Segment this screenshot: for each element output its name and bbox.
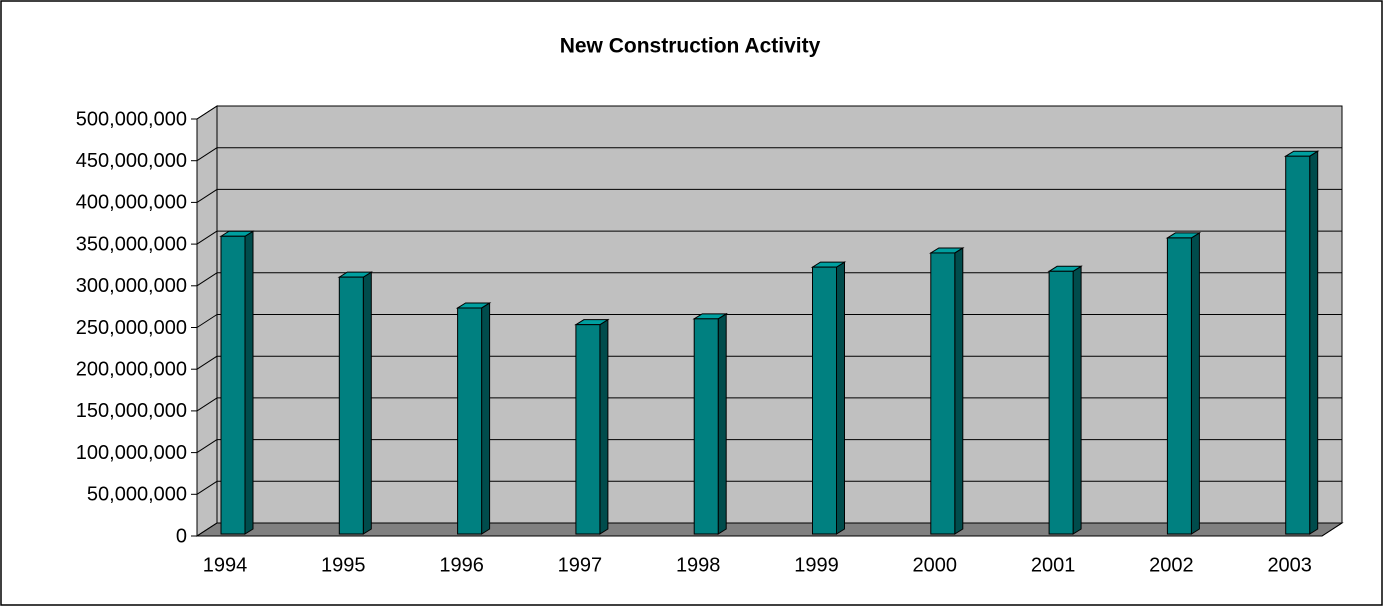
bar [812, 266, 837, 535]
bar [1285, 155, 1311, 535]
grid-line [196, 480, 218, 495]
x-tick-label: 1995 [321, 554, 366, 576]
grid-line [196, 314, 218, 328]
bar-side [1072, 265, 1082, 535]
grid-line [196, 147, 218, 162]
bar [575, 324, 601, 535]
grid-line [196, 230, 218, 245]
grid-line [196, 355, 218, 370]
y-tick-label: 0 [176, 525, 187, 547]
grid-line [196, 188, 218, 203]
x-tick-label: 2002 [1149, 554, 1194, 576]
grid-line [196, 522, 218, 537]
x-tick-label: 1996 [439, 554, 484, 576]
bar [1048, 270, 1074, 535]
bar [457, 307, 483, 535]
x-tick-label: 1994 [203, 554, 248, 576]
x-tick-label: 1997 [558, 554, 603, 576]
bar [930, 252, 956, 535]
y-tick-label: 300,000,000 [76, 275, 187, 297]
y-tick-label: 200,000,000 [76, 358, 187, 380]
bar-side [244, 230, 254, 535]
bar-side [362, 271, 372, 535]
bar-side [1190, 232, 1200, 535]
y-tick-label: 150,000,000 [76, 400, 187, 422]
y-tick-label: 400,000,000 [76, 192, 187, 214]
bar-side [481, 302, 491, 535]
x-tick-label: 1998 [676, 554, 721, 576]
y-tick-label: 450,000,000 [76, 150, 187, 172]
y-tick-label: 250,000,000 [76, 317, 187, 339]
bar-side [1309, 150, 1319, 535]
x-tick-label: 2000 [913, 554, 958, 576]
y-tick-label: 350,000,000 [76, 233, 187, 255]
grid-line [196, 439, 218, 454]
bar [338, 276, 364, 535]
bar-side [836, 261, 845, 535]
bar-side [717, 312, 727, 535]
grid-line [196, 397, 218, 412]
grid-line [196, 105, 218, 120]
bar-side [599, 318, 609, 535]
bar [1166, 237, 1192, 535]
chart-title: New Construction Activity [560, 35, 821, 58]
grid-line [196, 272, 218, 287]
x-tick-label: 2003 [1267, 554, 1312, 576]
x-axis-depth [1321, 522, 1343, 537]
x-tick-label: 1999 [794, 554, 839, 576]
y-tick-label: 500,000,000 [76, 108, 187, 130]
bar [220, 235, 246, 535]
y-tick-label: 100,000,000 [76, 442, 187, 464]
x-tick-label: 2001 [1031, 554, 1076, 576]
bar-side [954, 247, 964, 535]
bar [693, 318, 719, 535]
y-tick-label: 50,000,000 [87, 484, 187, 506]
